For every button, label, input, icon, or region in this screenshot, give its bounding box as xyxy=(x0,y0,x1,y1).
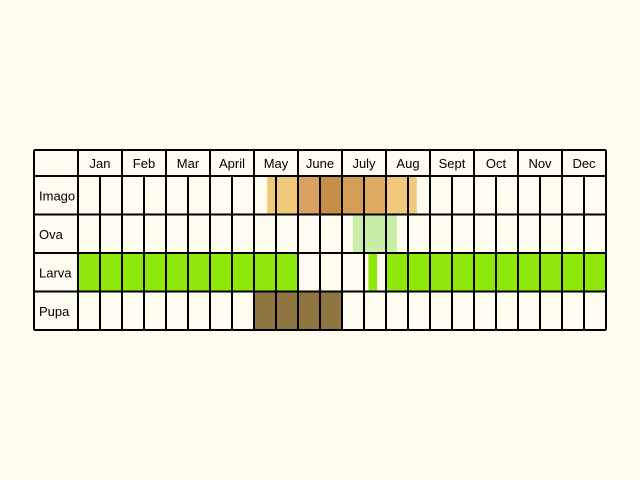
band-imago-3 xyxy=(342,176,364,215)
month-label: Jan xyxy=(90,156,111,171)
chart-grid xyxy=(33,149,607,331)
month-label: Aug xyxy=(396,156,419,171)
month-label: Nov xyxy=(528,156,552,171)
chart-labels: Jan Feb Mar April May June July Aug Sept Oct Nov De… xyxy=(39,156,596,319)
month-label: July xyxy=(352,156,376,171)
band-larva-1 xyxy=(368,253,378,292)
band-imago-1 xyxy=(298,176,320,215)
band-imago-4 xyxy=(364,176,386,215)
stage-label: Pupa xyxy=(39,304,70,319)
month-label: Feb xyxy=(133,156,155,171)
band-imago-2 xyxy=(320,176,342,215)
stage-label: Ova xyxy=(39,227,64,242)
month-label: Oct xyxy=(486,156,507,171)
month-label: Mar xyxy=(177,156,200,171)
stage-label: Imago xyxy=(39,188,75,203)
stage-label: Larva xyxy=(39,265,72,280)
month-label: April xyxy=(219,156,245,171)
month-label: May xyxy=(264,156,289,171)
month-label: Dec xyxy=(572,156,596,171)
band-ova-0 xyxy=(353,214,397,253)
month-label: Sept xyxy=(439,156,466,171)
month-label: June xyxy=(306,156,334,171)
band-imago-0 xyxy=(267,176,298,215)
band-imago-5 xyxy=(386,176,417,215)
